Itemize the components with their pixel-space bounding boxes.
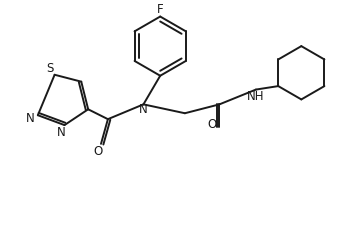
Text: O: O <box>93 145 103 158</box>
Text: N: N <box>139 103 148 116</box>
Text: N: N <box>26 112 34 125</box>
Text: O: O <box>207 118 216 131</box>
Text: NH: NH <box>247 90 265 103</box>
Text: S: S <box>46 62 54 75</box>
Text: F: F <box>157 3 164 16</box>
Text: N: N <box>57 127 66 140</box>
